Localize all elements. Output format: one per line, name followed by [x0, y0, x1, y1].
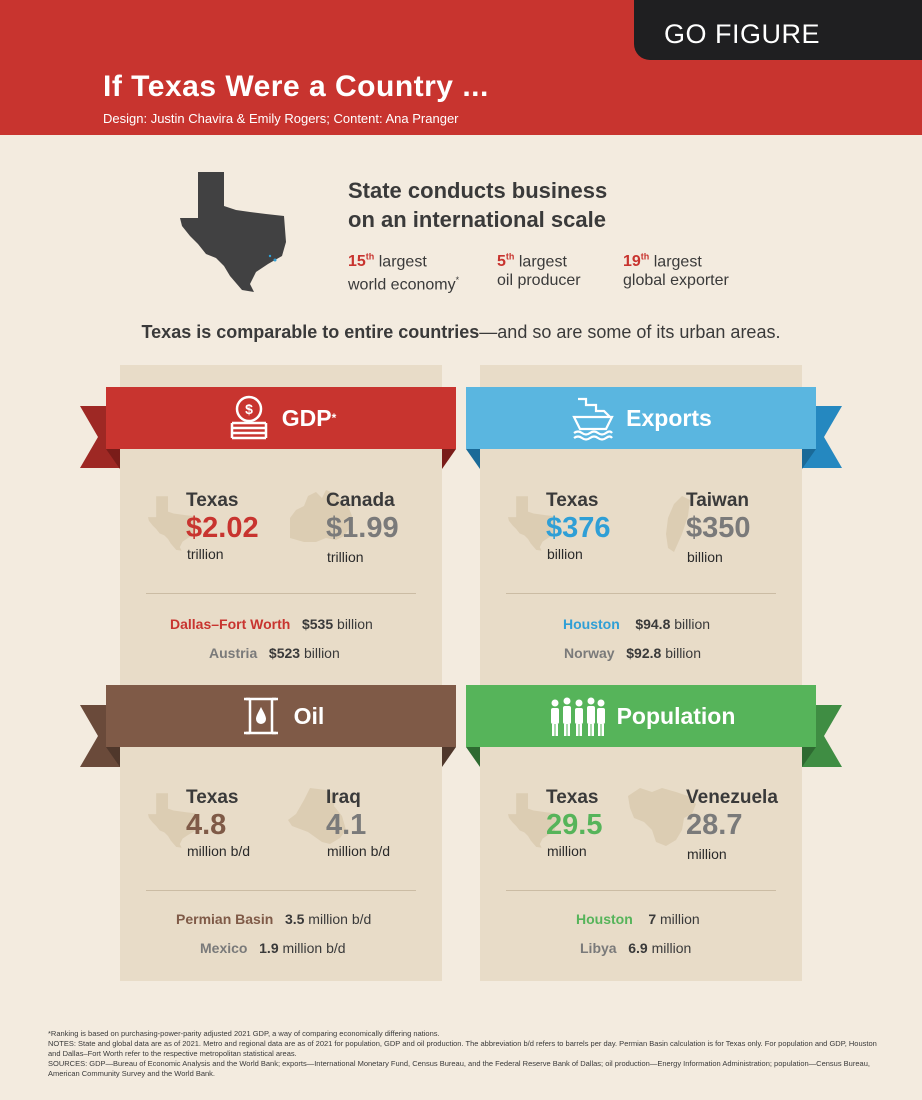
population-left-value: 29.5: [546, 809, 603, 841]
rank-line1: largest: [518, 253, 567, 271]
divider: [146, 593, 416, 594]
gdp-title: GDP: [281, 404, 332, 431]
rank-line2: oil producer: [497, 272, 581, 290]
gdp-ribbon-fold-right: [442, 449, 456, 469]
population-right-value: 28.7: [686, 809, 743, 841]
coins-icon: $: [230, 395, 267, 440]
people-icon: [550, 697, 605, 736]
gdp-right-name: Canada: [326, 490, 395, 511]
footnote-notes: NOTES: State and global data are as of 2…: [48, 1039, 877, 1058]
comparison-subhead: Texas is comparable to entire countries—…: [0, 322, 922, 343]
footnotes: *Ranking is based on purchasing-power-pa…: [48, 1029, 878, 1079]
headline-line-1: State conducts business: [348, 178, 608, 203]
rank-number: 19th: [623, 252, 650, 271]
rank-world-economy: 15th largest world economy*: [348, 248, 459, 295]
exports-ribbon: Exports: [466, 387, 816, 449]
gdp-sub-row-2: Austria $523 billion: [209, 645, 340, 661]
rank-oil-producer: 5th largest oil producer: [497, 248, 581, 290]
oil-ribbon-fold-right: [442, 747, 456, 767]
gdp-sub-row-1: Dallas–Fort Worth $535 billion: [170, 616, 373, 632]
oil-sub-row-1: Permian Basin 3.5 million b/d: [176, 911, 372, 927]
rank-number: 5th: [497, 252, 515, 271]
gdp-left-name: Texas: [186, 490, 239, 511]
population-ribbon-fold-right: [802, 747, 816, 767]
exports-sub-row-1: Houston $94.8 billion: [563, 616, 711, 632]
population-title: Population: [616, 702, 736, 729]
credits: Design: Justin Chavira & Emily Rogers; C…: [103, 111, 459, 126]
population-left-unit: million: [547, 843, 587, 859]
taiwan-silhouette: [666, 496, 690, 552]
gdp-left-unit: trillion: [187, 546, 224, 562]
page-title: If Texas Were a Country ...: [103, 70, 489, 103]
rank-line2: global exporter: [623, 272, 729, 290]
oil-left-unit: million b/d: [187, 843, 251, 859]
venezuela-silhouette: [628, 788, 696, 846]
oil-right-unit: million b/d: [327, 843, 391, 859]
texas-map-icon: [180, 172, 286, 292]
gdp-right-unit: trillion: [327, 549, 364, 565]
exports-sub-row-2: Norway $92.8 billion: [564, 645, 701, 661]
oil-right-name: Iraq: [326, 787, 361, 808]
texas-silhouette: [508, 496, 557, 551]
gdp-left-value: $2.02: [186, 512, 259, 544]
exports-ribbon-fold-right: [802, 449, 816, 469]
gdp-ribbon: $ GDP *: [106, 387, 456, 449]
oil-right-value: 4.1: [326, 809, 367, 841]
oil-left-value: 4.8: [186, 809, 227, 841]
subhead-rest: —and so are some of its urban areas.: [479, 322, 781, 342]
gdp-ribbon-fold: [106, 449, 120, 469]
rank-line2: world economy: [348, 276, 456, 294]
iraq-silhouette: [288, 788, 346, 844]
population-sub-row-1: Houston 7 million: [576, 911, 700, 927]
population-right-name: Venezuela: [686, 787, 778, 808]
population-ribbon-fold: [466, 747, 480, 767]
canada-silhouette: [290, 490, 352, 542]
exports-right-name: Taiwan: [686, 490, 749, 511]
exports-right-value: $350: [686, 512, 751, 544]
exports-right-unit: billion: [687, 549, 723, 565]
oil-barrel-icon: [243, 697, 278, 735]
footnote-sources: SOURCES: GDP—Bureau of Economic Analysis…: [48, 1059, 870, 1078]
gdp-right-value: $1.99: [326, 512, 399, 544]
footnote-mark: *: [455, 275, 460, 286]
go-figure-badge: GO FIGURE: [634, 0, 922, 60]
oil-sub-row-2: Mexico 1.9 million b/d: [200, 940, 346, 956]
divider: [506, 593, 776, 594]
oil-left-name: Texas: [186, 787, 239, 808]
headline-line-2: on an international scale: [348, 207, 606, 232]
exports-left-name: Texas: [546, 490, 599, 511]
subhead-bold: Texas is comparable to entire countries: [141, 322, 480, 342]
exports-ribbon-fold: [466, 449, 480, 469]
exports-left-unit: billion: [547, 546, 583, 562]
rank-line1: largest: [378, 253, 427, 271]
divider: [146, 890, 416, 891]
oil-title: Oil: [293, 702, 325, 729]
oil-ribbon-fold: [106, 747, 120, 767]
svg-text:$: $: [245, 401, 253, 417]
oil-ribbon: Oil: [106, 685, 456, 747]
texas-silhouette: [508, 793, 557, 848]
gdp-footnote-mark: *: [331, 411, 337, 425]
header-banner: GO FIGURE If Texas Were a Country ... De…: [0, 0, 922, 135]
ship-icon: [572, 397, 614, 441]
population-left-name: Texas: [546, 787, 599, 808]
population-sub-row-2: Libya 6.9 million: [580, 940, 692, 956]
population-ribbon: Population: [466, 685, 816, 747]
rank-line1: largest: [653, 253, 702, 271]
intro-headline: State conducts business on an internatio…: [348, 176, 607, 234]
exports-title: Exports: [626, 404, 712, 431]
population-right-unit: million: [687, 846, 727, 862]
texas-silhouette: [148, 793, 197, 848]
divider: [506, 890, 776, 891]
rank-global-exporter: 19th largest global exporter: [623, 248, 729, 290]
footnote-ranking: *Ranking is based on purchasing-power-pa…: [48, 1029, 440, 1038]
rank-number: 15th: [348, 252, 375, 271]
texas-silhouette: [148, 496, 197, 551]
exports-left-value: $376: [546, 512, 611, 544]
